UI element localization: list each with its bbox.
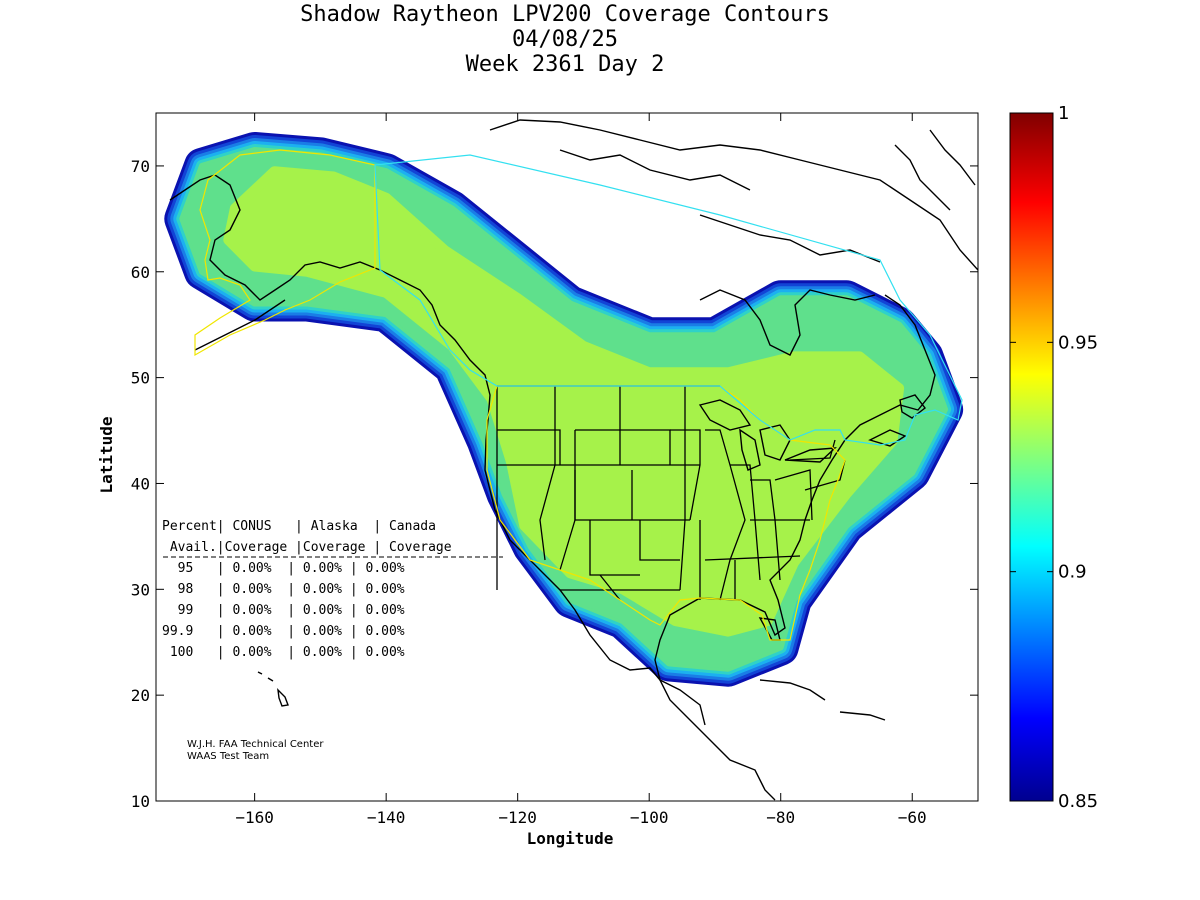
y-tick-label: 20	[131, 686, 150, 705]
y-tick-label: 50	[131, 369, 150, 388]
table-header-row-2: Avail.|Coverage |Coverage | Coverage	[162, 540, 452, 555]
x-tick-label: −60	[898, 808, 927, 827]
chart-title: Shadow Raytheon LPV200 Coverage Contours	[300, 2, 830, 27]
colorbar-ticks: 1 0.95 0.9 0.85	[1010, 103, 1098, 812]
colorbar-label: 0.85	[1058, 791, 1098, 812]
table-header-row-1: Percent| CONUS | Alaska | Canada	[162, 519, 436, 534]
table-row: 95 | 0.00% | 0.00% | 0.00%	[162, 561, 405, 576]
colorbar-label: 0.95	[1058, 332, 1098, 353]
x-tick-label: −140	[367, 808, 406, 827]
chart-week-day: Week 2361 Day 2	[465, 52, 665, 77]
plot-frame	[155, 112, 979, 802]
table-row: 98 | 0.00% | 0.00% | 0.00%	[162, 582, 405, 597]
chart-date: 04/08/25	[512, 27, 618, 52]
table-row: 99.9 | 0.00% | 0.00% | 0.00%	[162, 624, 405, 639]
y-tick-label: 10	[131, 792, 150, 811]
y-tick-label: 70	[131, 157, 150, 176]
y-tick-label: 40	[131, 474, 150, 493]
x-tick-label: −120	[498, 808, 537, 827]
coverage-core-region	[223, 166, 905, 637]
credit-line-2: WAAS Test Team	[187, 751, 269, 762]
y-axis-title: Latitude	[97, 416, 116, 493]
coverage-table: Percent| CONUS | Alaska | Canada Avail.|…	[162, 519, 503, 660]
table-row: 99 | 0.00% | 0.00% | 0.00%	[162, 603, 405, 618]
x-axis-title: Longitude	[527, 829, 614, 848]
y-tick-label: 60	[131, 263, 150, 282]
x-tick-label: −100	[630, 808, 669, 827]
axis-ticks: −160 −140 −120 −100 −80 −60 10 20 30 40 50 60 70	[131, 113, 978, 827]
colorbar-label: 1	[1058, 103, 1069, 124]
colorbar: 1 0.95 0.9 0.85	[1009, 103, 1098, 812]
colorbar-gradient	[1009, 112, 1054, 802]
coastline-map	[169, 119, 978, 801]
x-tick-label: −80	[766, 808, 795, 827]
table-row: 100 | 0.00% | 0.00% | 0.00%	[162, 645, 405, 660]
y-tick-label: 30	[131, 580, 150, 599]
service-volume-outlines	[194, 149, 963, 641]
x-tick-label: −160	[235, 808, 274, 827]
credit-line-1: W.J.H. FAA Technical Center	[187, 739, 324, 750]
colorbar-label: 0.9	[1058, 562, 1087, 583]
coverage-contours	[164, 132, 964, 687]
